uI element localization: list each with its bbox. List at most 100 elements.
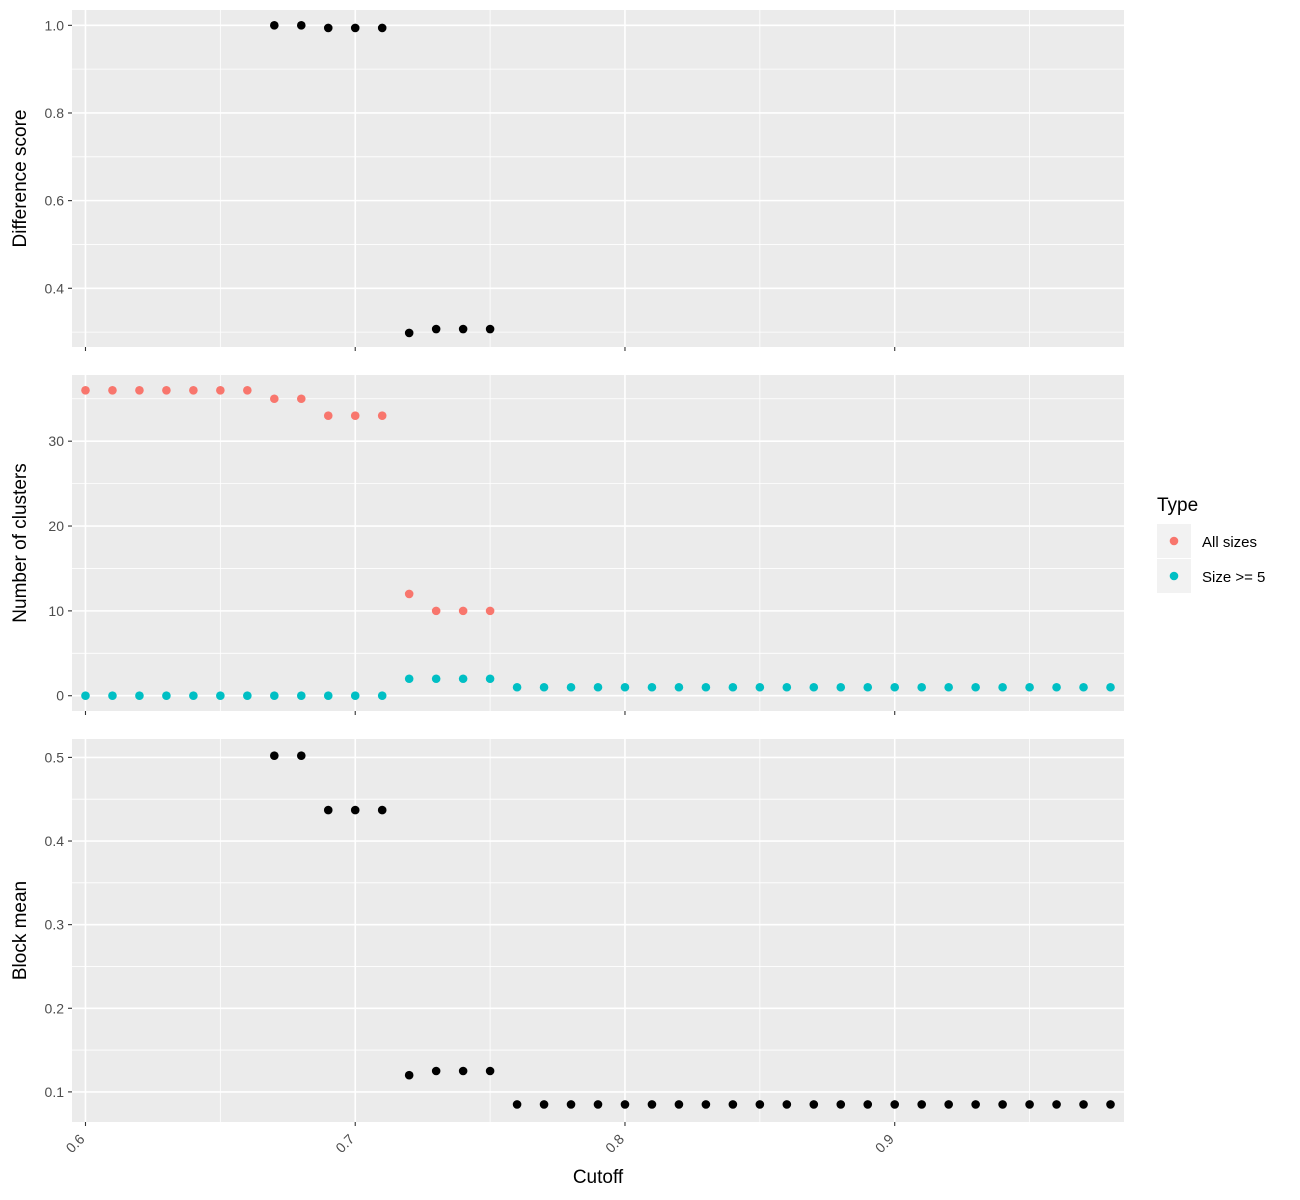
x-tick-label: 0.7 [332, 1131, 357, 1156]
data-point-block-mean-s0-2 [323, 805, 333, 815]
data-point-number-of-clusters-s0-12 [404, 589, 414, 599]
data-point-number-of-clusters-s1-24 [728, 682, 738, 692]
data-point-block-mean-s0-7 [458, 1066, 468, 1076]
y-tick-label: 0.1 [45, 1084, 65, 1100]
legend: Type All sizes Size >= 5 [1157, 495, 1265, 593]
data-point-number-of-clusters-s0-1 [108, 385, 117, 395]
data-point-number-of-clusters-s1-3 [162, 691, 171, 701]
data-point-difference-score-s0-7 [458, 324, 468, 334]
data-point-number-of-clusters-s1-13 [431, 674, 441, 684]
data-point-number-of-clusters-s1-22 [674, 682, 684, 692]
data-point-number-of-clusters-s1-31 [917, 682, 926, 692]
data-point-block-mean-s0-22 [863, 1100, 873, 1109]
data-point-number-of-clusters-s1-26 [782, 682, 792, 692]
data-point-number-of-clusters-s0-14 [458, 606, 468, 616]
data-point-number-of-clusters-s1-2 [135, 691, 144, 701]
y-tick-label: 0.4 [45, 280, 65, 296]
data-point-number-of-clusters-s1-36 [1052, 682, 1061, 692]
x-axis-title: Cutoff [573, 1167, 624, 1188]
data-point-block-mean-s0-26 [971, 1100, 980, 1109]
panel-background [72, 739, 1124, 1122]
data-point-number-of-clusters-s0-7 [270, 394, 279, 404]
data-point-difference-score-s0-5 [404, 328, 414, 338]
data-point-number-of-clusters-s0-5 [216, 385, 225, 395]
data-point-number-of-clusters-s0-10 [350, 411, 360, 421]
data-point-number-of-clusters-s1-30 [890, 682, 900, 692]
data-point-difference-score-s0-3 [350, 23, 360, 33]
data-point-number-of-clusters-s1-25 [755, 682, 765, 692]
data-point-number-of-clusters-s1-15 [485, 674, 495, 684]
data-point-number-of-clusters-s1-34 [998, 682, 1007, 692]
data-point-number-of-clusters-s1-6 [243, 691, 252, 701]
data-point-number-of-clusters-s1-17 [539, 682, 549, 692]
data-point-number-of-clusters-s1-27 [809, 682, 819, 692]
data-point-block-mean-s0-15 [674, 1100, 684, 1109]
data-point-block-mean-s0-17 [728, 1100, 738, 1109]
data-point-difference-score-s0-2 [323, 23, 333, 33]
x-tick-label: 0.8 [602, 1131, 627, 1156]
data-point-block-mean-s0-19 [782, 1100, 792, 1109]
data-point-block-mean-s0-0 [270, 751, 279, 761]
data-point-number-of-clusters-s1-1 [108, 691, 117, 701]
y-tick-label: 20 [48, 518, 64, 534]
data-point-block-mean-s0-16 [701, 1100, 711, 1109]
data-point-number-of-clusters-s1-12 [404, 674, 414, 684]
data-point-block-mean-s0-24 [917, 1100, 926, 1109]
data-point-block-mean-s0-5 [404, 1070, 414, 1080]
data-point-number-of-clusters-s1-38 [1106, 682, 1115, 692]
data-point-block-mean-s0-25 [944, 1100, 953, 1109]
data-point-number-of-clusters-s0-0 [81, 385, 90, 395]
data-point-number-of-clusters-s1-35 [1025, 682, 1034, 692]
data-point-number-of-clusters-s1-23 [701, 682, 711, 692]
data-point-difference-score-s0-6 [431, 324, 441, 334]
data-point-number-of-clusters-s0-3 [162, 385, 171, 395]
panel-background [72, 10, 1124, 347]
data-point-number-of-clusters-s1-20 [620, 682, 630, 692]
panel-block-mean: 0.1 0.2 0.3 0.4 0.5 Block mean 0.6 0.7 0.8 0.9 [10, 739, 1124, 1156]
legend-key-size-5 [1169, 571, 1179, 581]
data-point-difference-score-s0-0 [270, 21, 279, 30]
y-tick-label: 0.2 [45, 1000, 65, 1016]
data-point-number-of-clusters-s1-10 [350, 691, 360, 701]
data-point-block-mean-s0-13 [620, 1100, 630, 1109]
data-point-number-of-clusters-s0-8 [296, 394, 306, 404]
legend-label-size-5: Size >= 5 [1202, 569, 1265, 586]
data-point-block-mean-s0-23 [890, 1100, 900, 1109]
panel-background [72, 375, 1124, 711]
legend-label-all-sizes: All sizes [1202, 534, 1257, 551]
data-point-number-of-clusters-s1-18 [566, 682, 576, 692]
data-point-block-mean-s0-20 [809, 1100, 819, 1109]
data-point-block-mean-s0-31 [1106, 1100, 1115, 1109]
data-point-block-mean-s0-30 [1079, 1100, 1088, 1109]
data-point-block-mean-s0-27 [998, 1100, 1007, 1109]
data-point-block-mean-s0-4 [377, 805, 387, 815]
data-point-block-mean-s0-9 [512, 1100, 522, 1109]
data-point-number-of-clusters-s1-29 [863, 682, 873, 692]
data-point-number-of-clusters-s1-5 [216, 691, 225, 701]
data-point-number-of-clusters-s1-0 [81, 691, 90, 701]
y-axis-title: Difference score [10, 110, 31, 248]
legend-title: Type [1157, 495, 1198, 516]
y-tick-label: 1.0 [45, 17, 65, 33]
data-point-number-of-clusters-s1-7 [270, 691, 279, 701]
data-point-number-of-clusters-s1-11 [377, 691, 387, 701]
data-point-number-of-clusters-s1-9 [323, 691, 333, 701]
data-point-difference-score-s0-8 [485, 324, 495, 334]
y-tick-label: 0.4 [45, 833, 65, 849]
data-point-number-of-clusters-s1-33 [971, 682, 980, 692]
data-point-number-of-clusters-s0-9 [323, 411, 333, 421]
data-point-number-of-clusters-s1-16 [512, 682, 522, 692]
y-axis-title: Number of clusters [10, 463, 31, 622]
data-point-number-of-clusters-s1-19 [593, 682, 603, 692]
y-tick-label: 30 [48, 433, 64, 449]
data-point-block-mean-s0-14 [647, 1100, 657, 1109]
panel-difference-score: 0.4 0.6 0.8 1.0 Difference score [10, 10, 1124, 351]
data-point-block-mean-s0-11 [566, 1100, 576, 1109]
panel-number-of-clusters: 0 10 20 30 Number of clusters [10, 375, 1124, 715]
data-point-number-of-clusters-s0-15 [485, 606, 495, 616]
data-point-number-of-clusters-s1-8 [296, 691, 306, 701]
data-point-difference-score-s0-4 [377, 23, 387, 33]
y-tick-label: 0 [56, 688, 64, 704]
data-point-number-of-clusters-s1-28 [836, 682, 846, 692]
